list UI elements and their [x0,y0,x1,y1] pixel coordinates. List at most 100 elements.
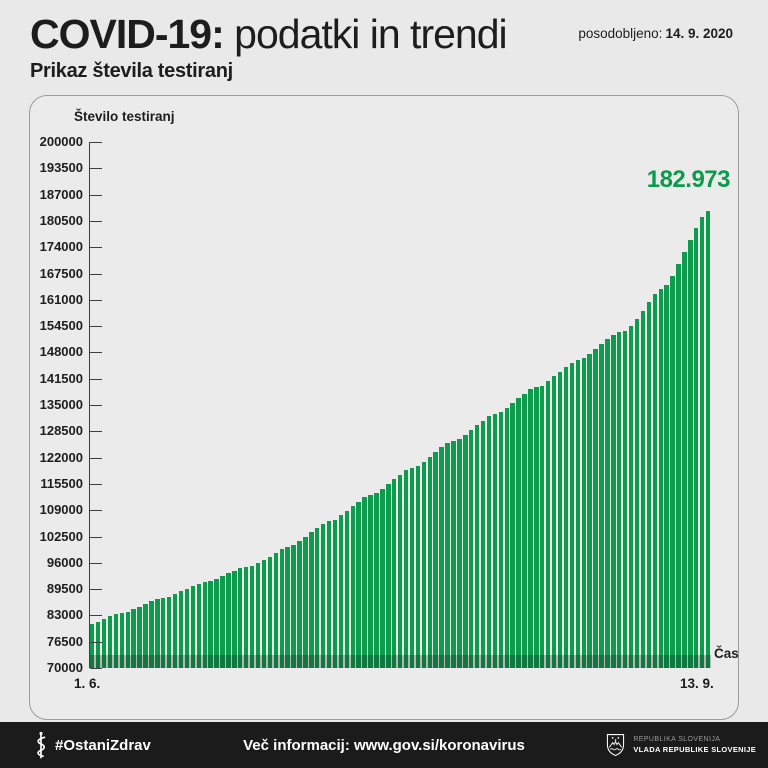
bar [309,532,314,668]
y-tick-label: 128500 [39,423,83,439]
chart-subtitle: Prikaz števila testiranj [30,60,233,82]
y-axis-title: Število testiranj [74,109,175,124]
y-axis: 200000 193500 187000 180500 174000 167500 1610… [30,96,83,721]
x-axis-title: Čas [714,646,739,661]
bar [214,578,219,668]
y-tick-mark [90,431,102,433]
y-tick-mark [90,562,102,564]
bar [451,440,456,668]
bar [457,438,462,668]
bar [463,434,468,668]
bar [392,479,397,668]
bar [113,613,119,668]
bar [149,601,154,668]
government-labels: REPUBLIKA SLOVENIJA VLADA REPUBLIKE SLOV… [633,735,756,755]
x-tick-start: 1. 6. [74,676,101,691]
y-tick-mark [90,352,102,354]
y-tick-label: 141500 [39,370,83,386]
bar [652,294,657,668]
bar [332,519,338,668]
bar [95,621,101,668]
bar [504,407,509,668]
plot-area [89,142,711,668]
y-tick-label: 70000 [46,660,83,675]
bar [658,289,663,668]
bar [617,332,622,668]
bar [208,581,213,668]
x-tick-end: 13. 9. [680,676,714,691]
bar [291,545,296,668]
y-tick-label: 115500 [40,475,83,491]
government-group: REPUBLIKA SLOVENIJA VLADA REPUBLIKE SLOV… [606,722,756,768]
bar [593,348,598,668]
y-tick-mark [90,168,102,170]
header: COVID-19: podatki in trendi [30,11,738,57]
y-tick-mark [90,247,102,249]
gov-line-2: VLADA REPUBLIKE SLOVENIJE [633,744,756,754]
campaign-hashtag: #OstaniZdrav [55,736,151,754]
bar [315,527,320,668]
bar [273,552,278,668]
bar [119,612,125,668]
bar [220,575,225,668]
chart-panel: Število testiranj 200000 193500 187000 1805… [29,95,739,720]
bar [90,624,95,668]
bar [688,240,693,668]
y-tick-mark [90,483,102,485]
y-tick-mark [90,273,102,275]
updated-label: posodobljeno: [578,26,663,41]
bar [522,393,527,668]
bar [705,210,711,668]
y-tick-label: 89500 [46,581,83,597]
bar [232,571,237,668]
bar [279,548,284,668]
y-tick-mark [90,326,102,328]
bar [362,497,367,668]
updated-timestamp: posodobljeno: 14. 9. 2020 [578,26,733,41]
y-tick-mark [90,194,102,196]
y-tick-mark [90,457,102,459]
bar [676,264,681,668]
title-bold: COVID-19: [30,11,225,57]
y-tick-label: 83000 [46,607,83,623]
bar [397,474,403,668]
bar [634,318,640,668]
y-tick-label: 122000 [39,449,83,465]
bar [540,385,545,668]
bar [409,468,415,668]
last-value-annotation: 182.973 [646,166,731,193]
campaign-group: #OstaniZdrav [34,722,151,768]
bar [575,360,581,668]
y-tick-mark [90,641,102,643]
y-tick-label: 96000 [46,554,83,570]
bar [166,596,172,668]
bar [498,412,504,668]
bar [469,429,474,668]
y-tick-label: 193500 [39,160,83,176]
bar [190,586,196,668]
y-tick-mark [90,668,102,669]
bar [326,521,332,668]
bar [267,556,273,668]
y-tick-label: 180500 [39,212,83,228]
bar [516,398,521,668]
bar [486,416,492,668]
bar [338,515,344,668]
bar [622,330,628,668]
bar [569,362,575,668]
y-tick-label: 148000 [39,344,83,360]
bar [599,344,604,668]
y-tick-label: 167500 [39,265,83,281]
y-tick-mark [90,220,102,222]
bar [356,501,361,668]
bar [101,619,107,668]
bar [131,609,136,668]
bar [320,523,326,668]
bar [403,470,409,668]
bar [534,387,539,668]
bar [421,461,427,668]
y-tick-label: 187000 [39,186,83,202]
bar [172,594,178,668]
bar [143,604,148,668]
